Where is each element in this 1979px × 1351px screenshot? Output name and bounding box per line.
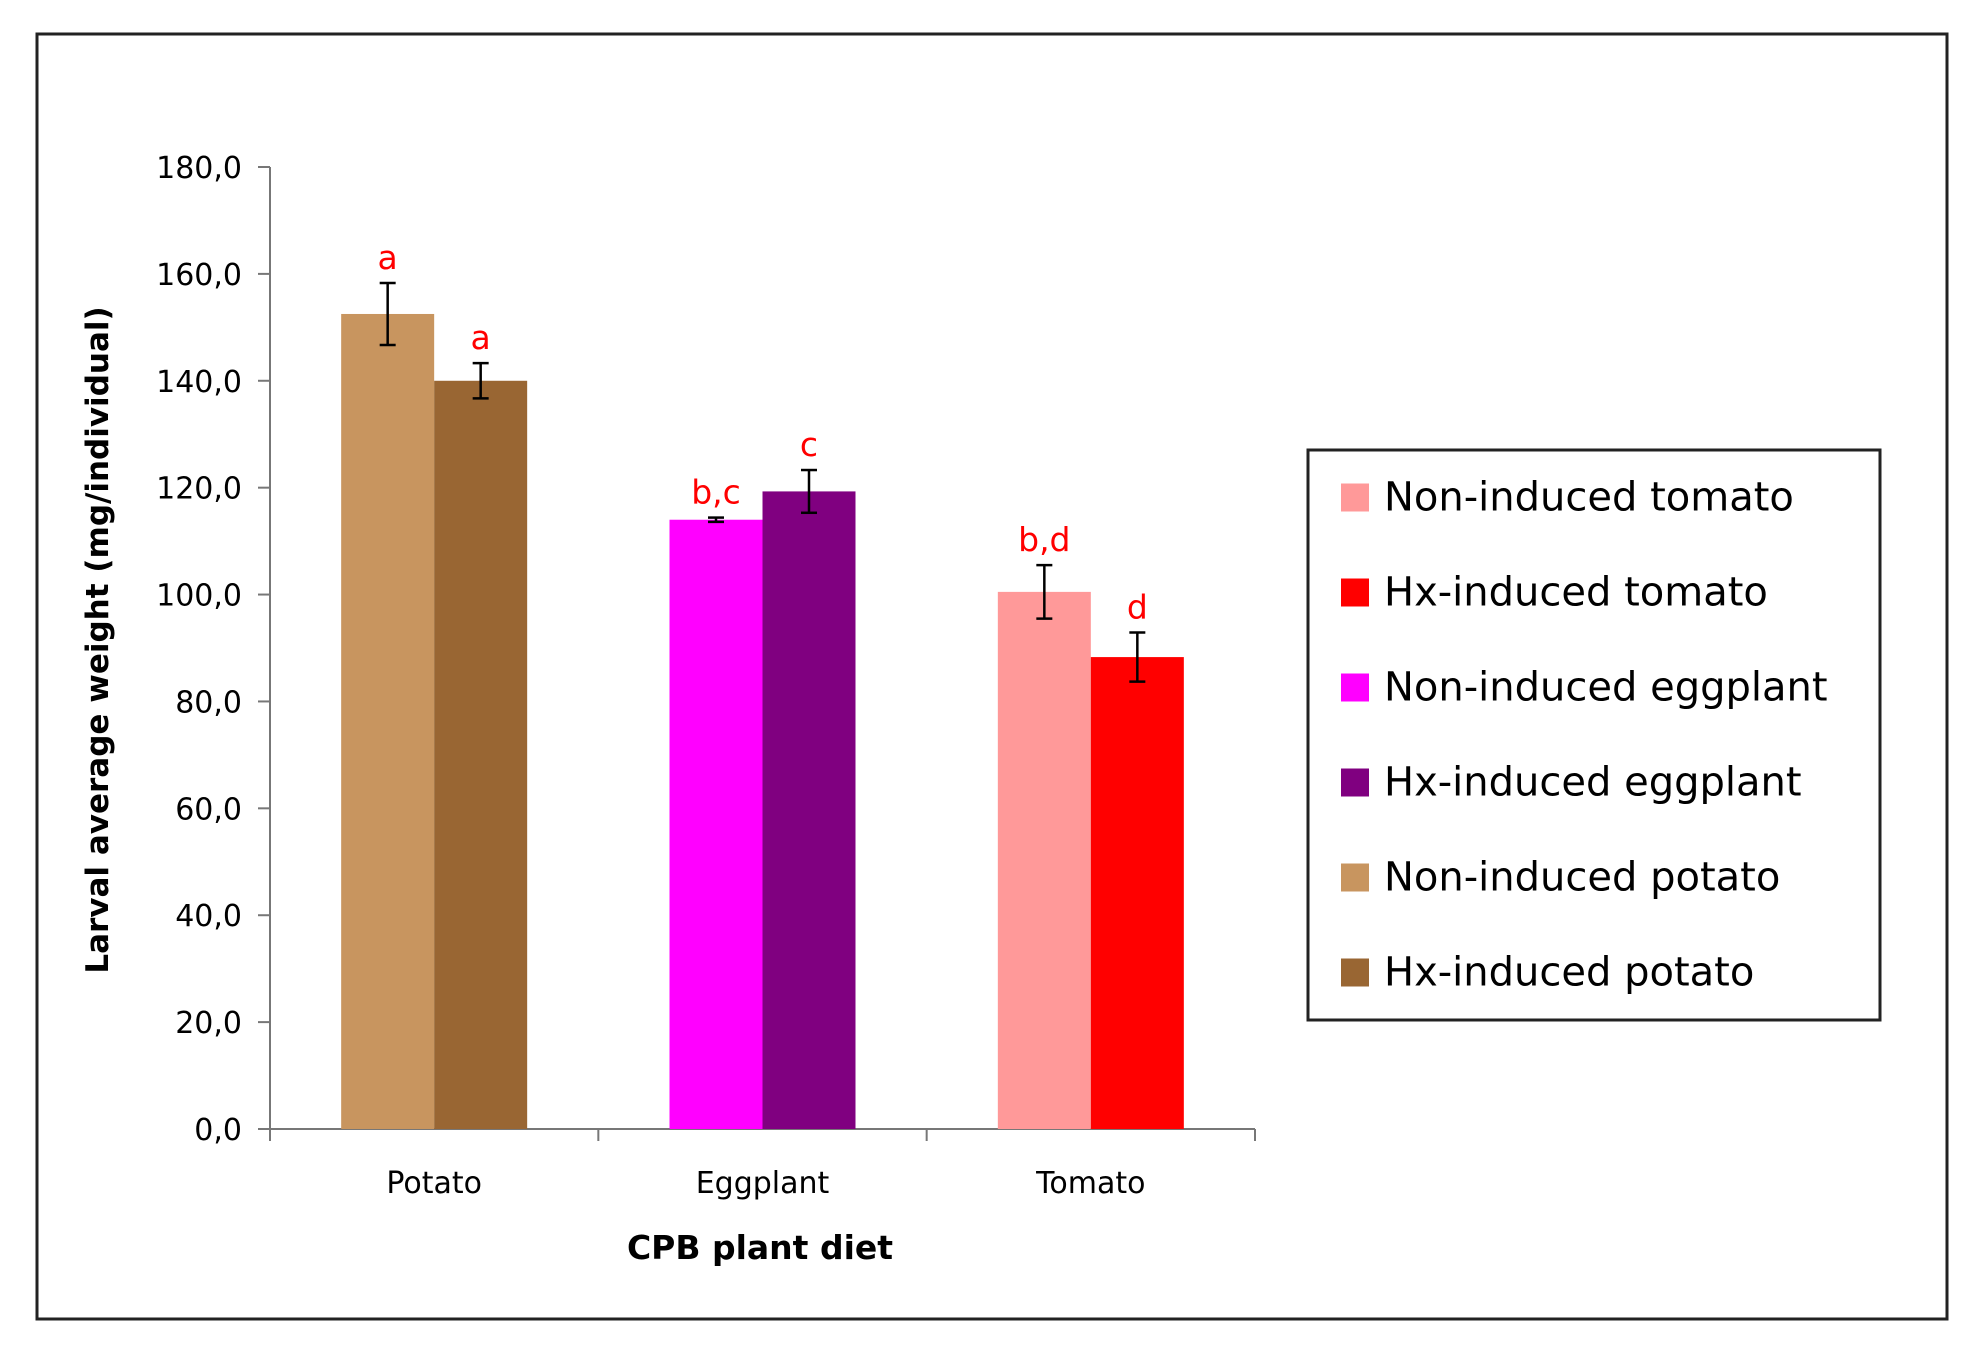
- y-axis: 0,0 20,0 40,0 60,0 80,0 100,0 120,0 140,0 160,0 1…: [156, 151, 271, 1148]
- legend-swatch: [1341, 863, 1369, 892]
- y-tick-label: 140,0: [156, 365, 242, 400]
- legend-swatch: [1341, 578, 1369, 607]
- legend-label: Non-induced potato: [1384, 855, 1780, 901]
- significance-letter: c: [800, 425, 818, 464]
- x-tick-label: Eggplant: [696, 1166, 830, 1201]
- y-tick-label: 0,0: [194, 1113, 242, 1148]
- legend-swatch: [1341, 958, 1369, 987]
- legend-swatch: [1341, 768, 1369, 797]
- legend-frame: [1306, 448, 1882, 1022]
- y-tick-label: 180,0: [156, 151, 242, 186]
- x-tick-label: Potato: [386, 1166, 482, 1201]
- y-tick-label: 120,0: [156, 472, 242, 507]
- significance-letter: d: [1127, 588, 1148, 627]
- y-tick-label: 100,0: [156, 579, 242, 614]
- legend-label: Non-induced tomato: [1384, 475, 1794, 521]
- y-tick-label: 60,0: [175, 792, 242, 827]
- legend-swatch: [1341, 673, 1369, 702]
- legend-label: Hx-induced eggplant: [1384, 760, 1802, 806]
- significance-letter: a: [471, 318, 491, 357]
- bar: [669, 519, 763, 1129]
- y-axis-title: Larval average weight (mg/individual): [80, 306, 116, 973]
- legend-label: Hx-induced tomato: [1384, 570, 1768, 616]
- significance-letter: b,d: [1018, 520, 1070, 559]
- bar-group: [341, 313, 1184, 1129]
- legend-label: Hx-induced potato: [1384, 950, 1754, 996]
- y-tick-label: 40,0: [175, 899, 242, 934]
- legend: Non-induced tomato Hx-induced tomato Non-i…: [1306, 448, 1882, 1022]
- significance-letter-group: a a b,c c b,d d: [378, 238, 1148, 627]
- bar: [341, 313, 435, 1129]
- y-tick-label: 20,0: [175, 1006, 242, 1041]
- x-tick-label: Tomato: [1035, 1166, 1145, 1201]
- y-tick-label: 80,0: [175, 685, 242, 720]
- bar: [762, 491, 856, 1129]
- x-axis-title: CPB plant diet: [627, 1228, 893, 1267]
- legend-label: Non-induced eggplant: [1384, 665, 1828, 711]
- bar: [1090, 657, 1184, 1129]
- y-tick-label: 160,0: [156, 258, 242, 293]
- error-bar-group: [379, 281, 1146, 683]
- significance-letter: a: [378, 238, 398, 277]
- legend-swatch: [1341, 483, 1369, 512]
- bar: [434, 380, 528, 1129]
- significance-letter: b,c: [691, 473, 741, 512]
- bar: [997, 591, 1091, 1129]
